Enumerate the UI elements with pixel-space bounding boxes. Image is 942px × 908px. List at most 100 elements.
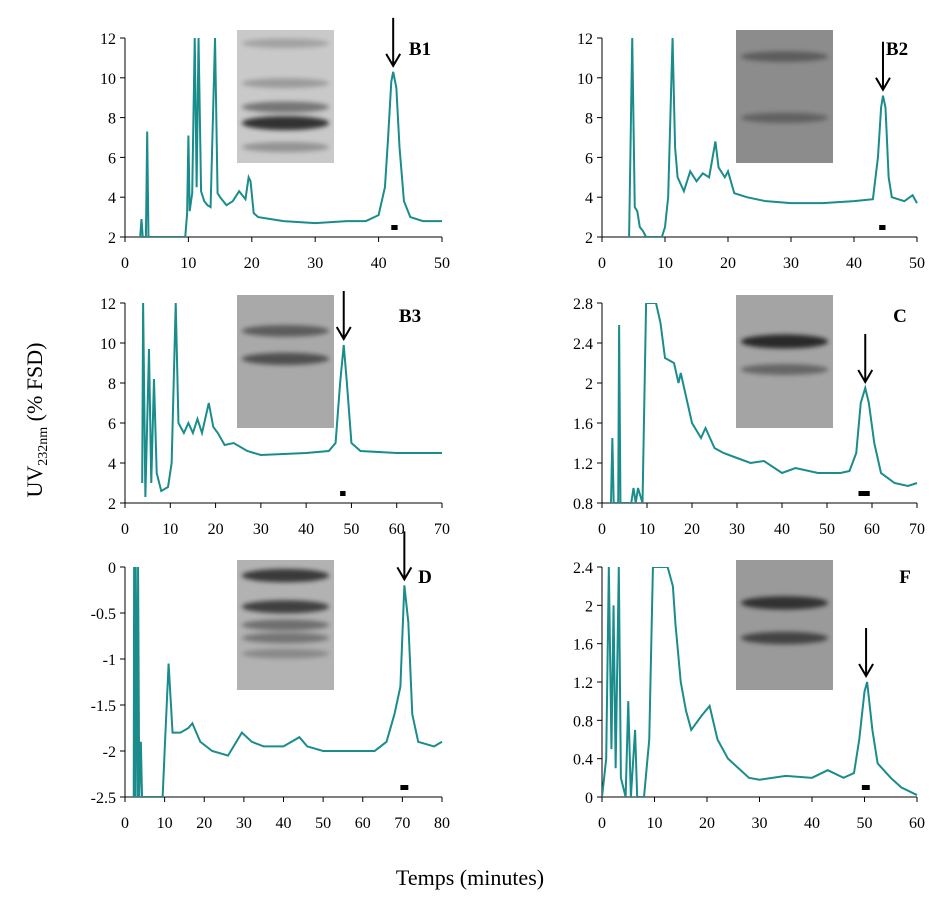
gel-image bbox=[736, 30, 833, 163]
y-tick-label: 1.6 bbox=[573, 637, 593, 654]
x-tick-label: 40 bbox=[846, 255, 862, 272]
x-tick-label: 20 bbox=[684, 521, 700, 538]
x-tick-label: 10 bbox=[162, 521, 178, 538]
panel-title: D bbox=[418, 567, 432, 588]
y-tick-label: 2 bbox=[108, 496, 116, 513]
y-tick-label: 10 bbox=[100, 71, 116, 88]
x-tick-label: 0 bbox=[121, 521, 129, 538]
y-tick-label: -1 bbox=[103, 652, 116, 669]
x-tick-label: 10 bbox=[647, 815, 663, 832]
x-tick-label: 60 bbox=[909, 815, 925, 832]
y-tick-label: 6 bbox=[585, 150, 593, 167]
y-tick-label: 10 bbox=[577, 71, 593, 88]
gel-band bbox=[241, 352, 330, 365]
gel-band bbox=[241, 648, 330, 659]
y-tick-label: 4 bbox=[108, 190, 116, 207]
gel-band bbox=[241, 325, 330, 337]
peak-arrow bbox=[875, 41, 891, 92]
gel-band bbox=[241, 38, 330, 49]
y-tick-label: 0.4 bbox=[573, 752, 593, 769]
x-tick-label: 70 bbox=[909, 521, 925, 538]
x-tick-label: 20 bbox=[720, 255, 736, 272]
x-tick-label: 40 bbox=[774, 521, 790, 538]
gel-band bbox=[740, 334, 829, 349]
gel-band bbox=[241, 78, 330, 89]
fraction-bar bbox=[858, 491, 870, 496]
y-tick-label: 12 bbox=[100, 31, 116, 48]
y-tick-label: 0 bbox=[108, 560, 116, 577]
peak-arrow bbox=[857, 334, 874, 384]
gel-band bbox=[740, 596, 829, 610]
x-axis-label: Temps (minutes) bbox=[396, 865, 544, 890]
gel-band bbox=[241, 141, 330, 153]
x-tick-label: 10 bbox=[180, 255, 196, 272]
y-tick-label: -2 bbox=[103, 744, 116, 761]
y-tick-label: 2 bbox=[585, 230, 593, 247]
panel-title: F bbox=[899, 567, 911, 588]
gel-band bbox=[740, 112, 829, 123]
x-tick-label: 40 bbox=[371, 255, 387, 272]
x-tick-label: 30 bbox=[752, 815, 768, 832]
x-tick-label: 80 bbox=[434, 815, 450, 832]
y-tick-label: 2 bbox=[585, 376, 593, 393]
fraction-bar bbox=[340, 491, 346, 496]
x-tick-label: 30 bbox=[253, 521, 269, 538]
y-tick-label: 4 bbox=[108, 456, 116, 473]
data-line bbox=[141, 303, 442, 498]
y-tick-label: 0 bbox=[585, 790, 593, 807]
gel-band bbox=[241, 101, 330, 113]
x-tick-label: 0 bbox=[598, 815, 606, 832]
x-tick-label: 50 bbox=[434, 255, 450, 272]
fraction-bar bbox=[879, 225, 886, 230]
x-tick-label: 20 bbox=[208, 521, 224, 538]
peak-arrow bbox=[396, 531, 413, 582]
gel-image bbox=[237, 30, 334, 163]
y-label-unit: (% FSD) bbox=[22, 342, 47, 426]
panel-title: B1 bbox=[409, 39, 431, 60]
x-tick-label: 30 bbox=[236, 815, 252, 832]
y-tick-label: 8 bbox=[108, 111, 116, 128]
x-tick-label: 30 bbox=[729, 521, 745, 538]
data-line bbox=[610, 303, 918, 503]
x-tick-label: 30 bbox=[783, 255, 799, 272]
gel-band bbox=[241, 116, 330, 131]
y-tick-label: -0.5 bbox=[91, 606, 116, 623]
data-line bbox=[132, 567, 443, 797]
peak-arrow bbox=[385, 17, 402, 68]
x-tick-label: 70 bbox=[434, 521, 450, 538]
x-tick-label: 0 bbox=[121, 815, 129, 832]
x-tick-label: 50 bbox=[857, 815, 873, 832]
x-tick-label: 10 bbox=[639, 521, 655, 538]
y-tick-label: 2 bbox=[585, 598, 593, 615]
x-tick-label: 0 bbox=[598, 255, 606, 272]
x-tick-label: 40 bbox=[804, 815, 820, 832]
fraction-bar bbox=[861, 785, 870, 790]
y-tick-label: -2.5 bbox=[91, 790, 116, 807]
panel-title: B3 bbox=[399, 306, 421, 327]
y-tick-label: 2.4 bbox=[573, 560, 593, 577]
panel-title: C bbox=[893, 306, 907, 327]
x-tick-label: 0 bbox=[121, 255, 129, 272]
fraction-bar bbox=[391, 225, 398, 230]
data-line bbox=[602, 567, 918, 797]
x-tick-label: 70 bbox=[394, 815, 410, 832]
gel-band bbox=[241, 619, 330, 631]
x-tick-label: 30 bbox=[307, 255, 323, 272]
gel-image bbox=[736, 560, 833, 690]
peak-arrow bbox=[335, 291, 352, 341]
y-tick-label: 8 bbox=[585, 111, 593, 128]
x-tick-label: 50 bbox=[343, 521, 359, 538]
x-tick-label: 20 bbox=[699, 815, 715, 832]
fraction-bar bbox=[400, 785, 409, 790]
x-tick-label: 0 bbox=[598, 521, 606, 538]
gel-band bbox=[740, 51, 829, 62]
y-tick-label: 2 bbox=[108, 230, 116, 247]
x-tick-label: 50 bbox=[909, 255, 925, 272]
gel-band bbox=[241, 632, 330, 644]
gel-band bbox=[241, 568, 330, 583]
x-tick-label: 60 bbox=[864, 521, 880, 538]
gel-band bbox=[241, 600, 330, 614]
x-tick-label: 60 bbox=[355, 815, 371, 832]
y-axis-label: UV232nm (% FSD) bbox=[22, 342, 51, 497]
